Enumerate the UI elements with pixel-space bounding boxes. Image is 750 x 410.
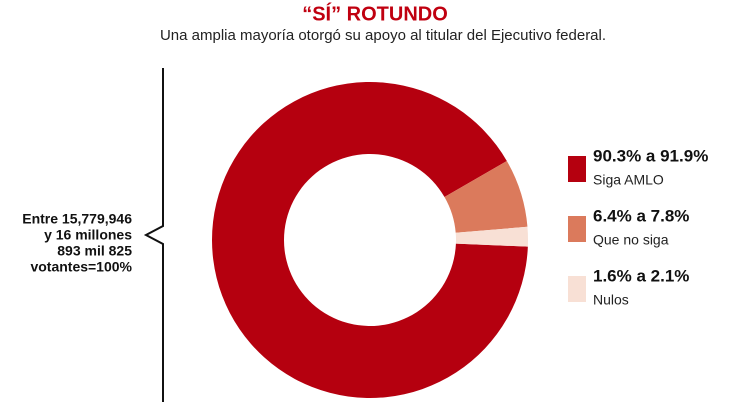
- legend-label: Nulos: [593, 292, 629, 308]
- legend-value: 1.6% a 2.1%: [593, 266, 689, 285]
- legend-swatch: [568, 216, 586, 242]
- legend-value: 6.4% a 7.8%: [593, 206, 689, 225]
- donut-slice: [455, 226, 528, 247]
- annotation-line: votantes=100%: [30, 259, 132, 275]
- legend-label: Que no siga: [593, 232, 669, 248]
- donut-slice: [212, 81, 528, 399]
- annotation-line: y 16 millones: [44, 227, 132, 243]
- legend-value: 90.3% a 91.9%: [593, 146, 708, 165]
- legend-swatch: [568, 276, 586, 302]
- annotation-line: 893 mil 825: [57, 243, 132, 259]
- chart-subtitle: Una amplia mayoría otorgó su apoyo al ti…: [160, 27, 606, 44]
- annotation-line: Entre 15,779,946: [22, 211, 132, 227]
- legend-label: Siga AMLO: [593, 172, 664, 188]
- bracket: [143, 68, 164, 402]
- chart-title: “SÍ” ROTUNDO: [302, 2, 448, 25]
- donut-slice: [444, 161, 528, 233]
- legend-swatch: [568, 156, 586, 182]
